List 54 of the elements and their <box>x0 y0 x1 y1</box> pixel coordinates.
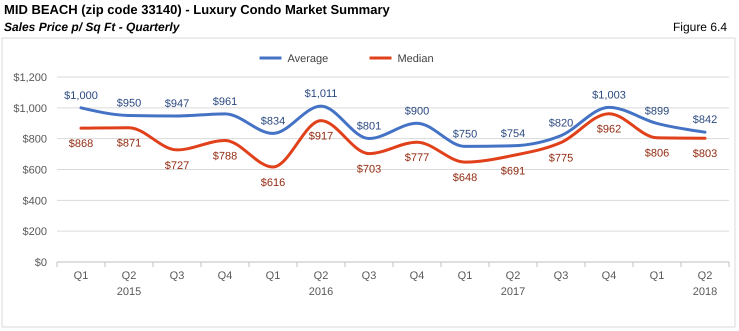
data-label: $1,003 <box>592 89 626 102</box>
chart-subtitle: Sales Price p/ Sq Ft - Quarterly <box>4 20 181 34</box>
data-label: $750 <box>452 128 478 140</box>
x-tick-label: Q2 2018 <box>692 270 718 298</box>
data-label: $703 <box>356 164 382 176</box>
data-label: $871 <box>116 138 142 150</box>
x-tick-label: Q1 <box>266 270 280 282</box>
data-label: $820 <box>548 118 574 130</box>
x-tick-label: Q4 <box>410 270 424 282</box>
y-tick-label: $800 <box>22 134 47 146</box>
y-tick-label: $1,200 <box>13 72 47 84</box>
data-label: $648 <box>452 172 478 184</box>
y-tick-label: $200 <box>22 226 47 238</box>
data-label: $806 <box>644 148 670 160</box>
y-tick-label: $0 <box>34 257 47 269</box>
x-tick-label: Q2 2015 <box>116 270 142 298</box>
y-tick-label: $1,000 <box>13 102 47 115</box>
legend-label: Average <box>288 53 328 65</box>
data-label: $775 <box>548 152 574 165</box>
data-label: $803 <box>692 148 718 160</box>
data-label: $917 <box>308 130 334 143</box>
data-label: $616 <box>260 177 286 190</box>
data-label: $961 <box>212 96 238 108</box>
y-tick-label: $400 <box>22 195 47 208</box>
data-label: $950 <box>116 98 142 110</box>
y-tick-label: $600 <box>22 164 47 176</box>
data-label: $1,011 <box>304 88 338 100</box>
x-tick-label: Q1 <box>650 270 664 282</box>
data-label: $834 <box>260 115 286 128</box>
data-label: $868 <box>68 138 94 150</box>
data-label: $842 <box>692 114 718 126</box>
data-label: $788 <box>212 150 238 163</box>
legend-label: Median <box>398 53 434 65</box>
data-label: $777 <box>404 152 430 164</box>
data-label: $962 <box>596 124 622 136</box>
x-tick-label: Q3 <box>170 270 184 282</box>
chart-title: MID BEACH (zip code 33140) - Luxury Condo Market Summary <box>4 2 391 17</box>
data-label: $754 <box>500 128 526 140</box>
data-label: $899 <box>644 105 670 118</box>
caption: Figure 6.4 <box>672 20 728 34</box>
data-label: $801 <box>356 120 382 133</box>
data-label: $691 <box>500 165 526 178</box>
x-tick-label: Q4 <box>602 270 616 282</box>
data-label: $1,000 <box>64 90 98 102</box>
x-tick-label: Q1 <box>74 270 88 282</box>
data-label: $727 <box>164 160 190 172</box>
x-tick-label: Q4 <box>218 270 232 282</box>
x-tick-label: Q2 2016 <box>308 270 334 298</box>
x-tick-label: Q1 <box>458 270 472 282</box>
x-tick-label: Q3 <box>362 270 376 282</box>
x-tick-label: Q2 2017 <box>500 270 526 298</box>
data-label: $947 <box>164 98 190 110</box>
data-label: $900 <box>404 105 430 118</box>
x-tick-label: Q3 <box>554 270 568 282</box>
